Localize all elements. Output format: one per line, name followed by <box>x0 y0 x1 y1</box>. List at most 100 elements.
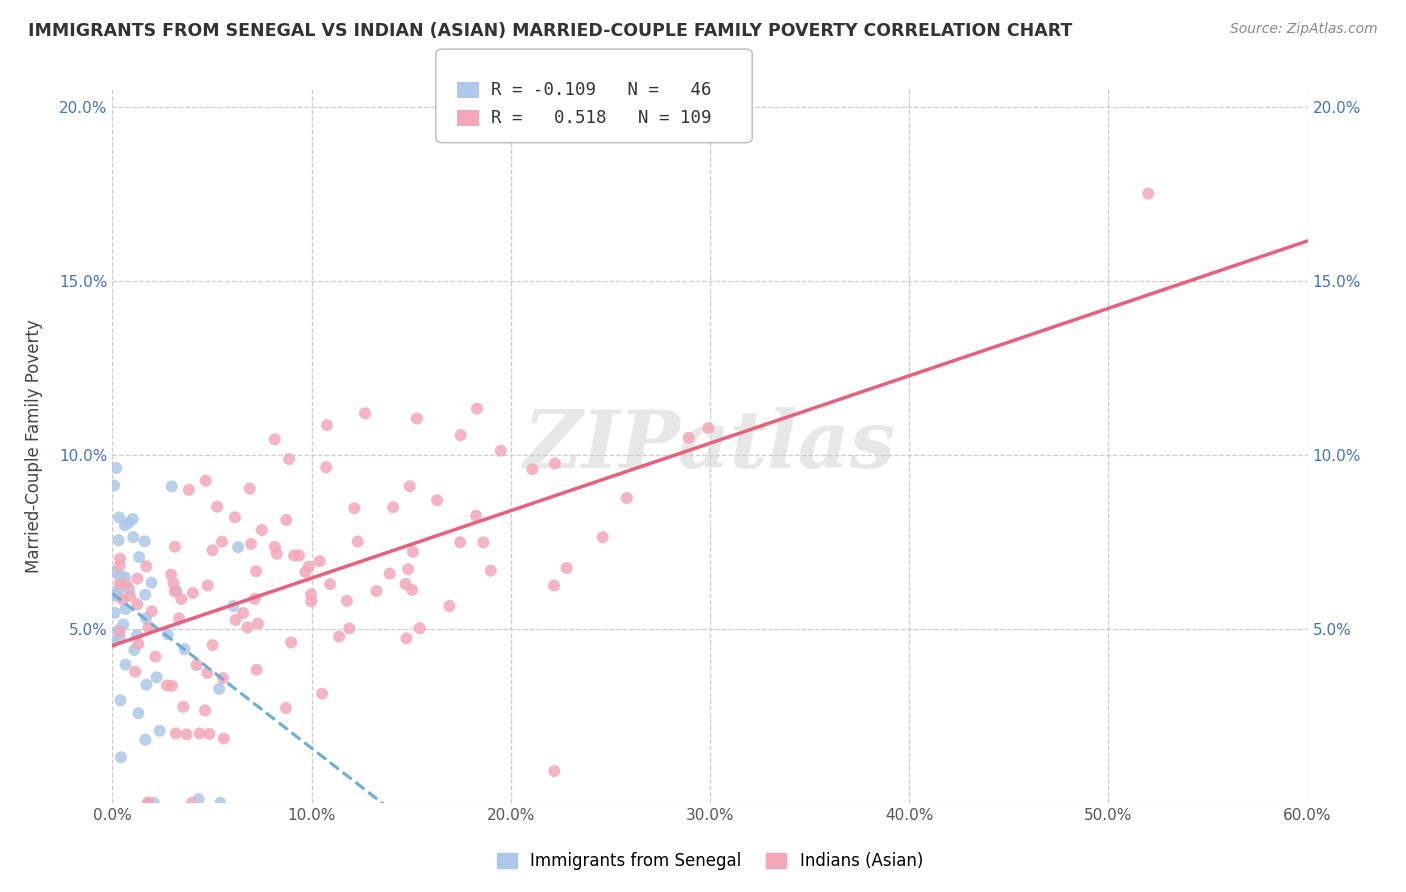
Point <box>138 796 160 810</box>
Point <box>479 564 502 578</box>
Text: R = -0.109   N =   46: R = -0.109 N = 46 <box>491 81 711 99</box>
Point <box>225 613 247 627</box>
Point <box>239 482 262 496</box>
Point <box>201 638 224 652</box>
Point <box>394 577 416 591</box>
Point <box>209 796 232 810</box>
Point <box>118 582 141 596</box>
Point <box>294 565 316 579</box>
Point <box>316 418 339 433</box>
Point <box>127 637 149 651</box>
Point <box>108 577 131 591</box>
Point <box>205 500 228 514</box>
Point <box>232 606 254 620</box>
Point <box>111 592 134 607</box>
Point <box>543 578 565 592</box>
Point <box>343 501 366 516</box>
Point <box>160 567 183 582</box>
Point <box>465 401 488 416</box>
Point <box>108 569 131 583</box>
Point <box>315 460 337 475</box>
Point <box>319 577 342 591</box>
Point <box>160 679 183 693</box>
Point <box>489 443 512 458</box>
Point <box>107 624 129 638</box>
Point <box>105 461 128 475</box>
Point <box>163 540 186 554</box>
Point <box>138 621 160 635</box>
Point <box>308 554 330 568</box>
Point <box>236 620 259 634</box>
Point <box>402 545 425 559</box>
Point <box>103 635 125 649</box>
Point <box>149 723 172 738</box>
Point <box>555 561 578 575</box>
Point <box>108 624 131 639</box>
Point <box>226 540 249 554</box>
Point <box>263 432 285 446</box>
Point <box>176 727 198 741</box>
Point <box>114 602 136 616</box>
Point <box>247 616 270 631</box>
Point <box>311 687 333 701</box>
Point <box>405 411 427 425</box>
Y-axis label: Married-Couple Family Poverty: Married-Couple Family Poverty <box>24 319 42 573</box>
Point <box>408 621 430 635</box>
Point <box>208 681 231 696</box>
Point <box>439 599 461 613</box>
Point <box>142 796 165 810</box>
Point <box>165 726 187 740</box>
Point <box>107 533 129 548</box>
Point <box>114 657 136 672</box>
Point <box>114 518 136 533</box>
Point <box>114 570 136 584</box>
Point <box>163 584 186 599</box>
Point <box>177 483 200 497</box>
Point <box>124 665 146 679</box>
Point <box>288 549 311 563</box>
Point <box>124 643 146 657</box>
Point <box>125 628 148 642</box>
Point <box>194 703 217 717</box>
Point <box>108 559 131 574</box>
Point <box>112 617 135 632</box>
Point <box>118 516 141 530</box>
Point <box>616 491 638 505</box>
Point <box>298 559 321 574</box>
Point <box>104 565 127 579</box>
Point <box>398 479 420 493</box>
Point <box>127 572 149 586</box>
Point <box>328 630 350 644</box>
Point <box>243 591 266 606</box>
Point <box>122 530 145 544</box>
Point <box>135 559 157 574</box>
Point <box>160 479 183 493</box>
Text: Source: ZipAtlas.com: Source: ZipAtlas.com <box>1230 22 1378 37</box>
Point <box>336 593 359 607</box>
Point <box>128 550 150 565</box>
Point <box>222 599 245 613</box>
Point <box>465 508 488 523</box>
Point <box>212 671 235 685</box>
Point <box>173 642 195 657</box>
Point <box>401 582 423 597</box>
Text: IMMIGRANTS FROM SENEGAL VS INDIAN (ASIAN) MARRIED-COUPLE FAMILY POVERTY CORRELAT: IMMIGRANTS FROM SENEGAL VS INDIAN (ASIAN… <box>28 22 1073 40</box>
Point <box>366 584 388 599</box>
Point <box>118 590 141 604</box>
Point <box>181 796 204 810</box>
Point <box>250 523 273 537</box>
Point <box>544 456 567 470</box>
Point <box>103 588 125 602</box>
Point <box>136 796 159 810</box>
Point <box>280 635 302 649</box>
Point <box>354 406 377 420</box>
Point <box>127 706 149 721</box>
Point <box>108 510 131 524</box>
Point <box>145 649 167 664</box>
Point <box>188 726 211 740</box>
Point <box>245 564 267 578</box>
Point <box>135 678 157 692</box>
Point <box>198 727 221 741</box>
Point <box>181 586 204 600</box>
Point <box>156 627 179 641</box>
